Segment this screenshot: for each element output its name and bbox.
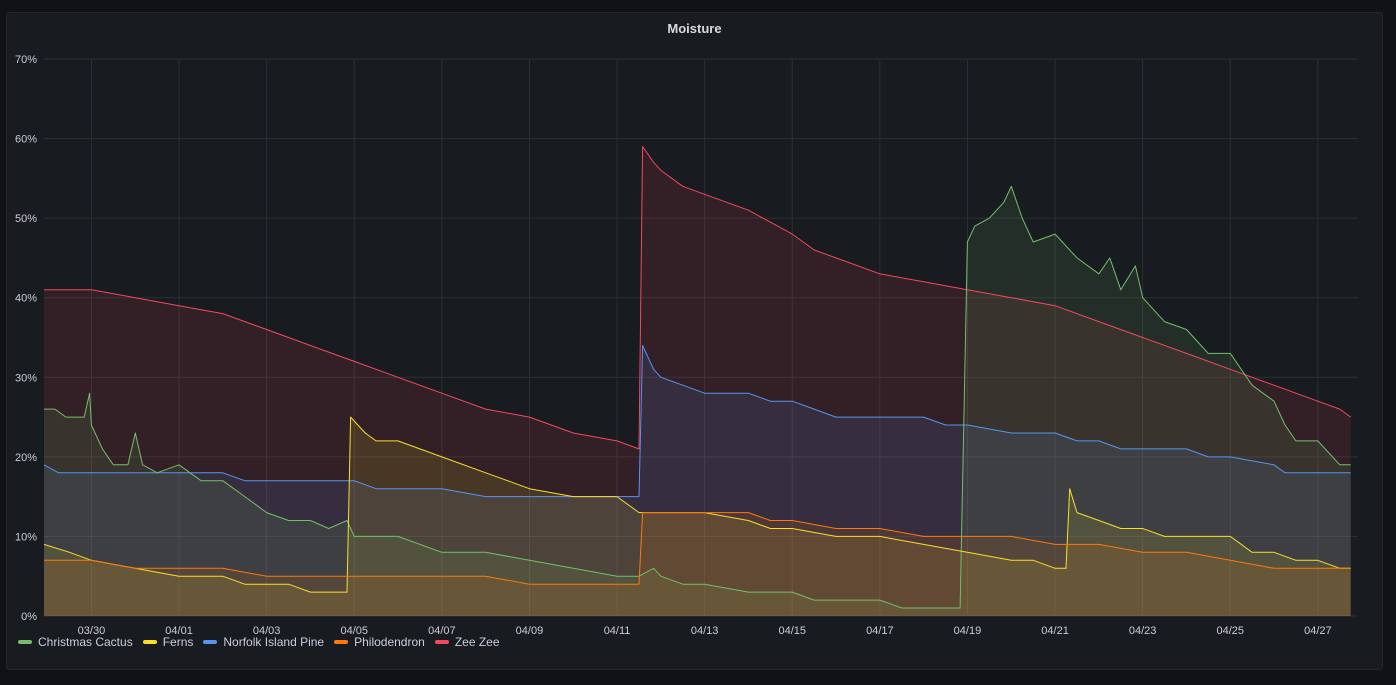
series-area-christmas-cactus	[44, 186, 1351, 617]
series-area-philodendron	[44, 512, 1351, 616]
legend-item-norfolk-island-pine[interactable]: Norfolk Island Pine	[203, 635, 324, 649]
series-area-norfolk-island-pine	[44, 345, 1351, 616]
legend-label: Christmas Cactus	[38, 635, 133, 649]
legend-swatch	[142, 640, 157, 644]
x-tick-label: 04/09	[516, 625, 544, 637]
y-tick-label: 10%	[15, 531, 37, 543]
legend-item-ferns[interactable]: Ferns	[142, 635, 194, 649]
y-tick-label: 70%	[15, 54, 37, 66]
legend-swatch	[18, 640, 32, 644]
x-tick-label: 04/21	[1041, 625, 1069, 637]
legend-label: Zee Zee	[454, 635, 500, 649]
x-axis: 03/30 04/01 04/03 04/05 04/07 04/09 04/11 04/13…	[78, 625, 1332, 637]
series-line-norfolk-island-pine	[43, 345, 1351, 498]
series-lines	[43, 146, 1351, 609]
series-line-ferns	[43, 416, 1351, 593]
y-axis: 0% 10% 20% 30% 40% 50% 60% 70%	[15, 54, 37, 623]
series-area-ferns	[44, 417, 1351, 616]
legend-label: Ferns	[162, 635, 194, 649]
y-tick-label: 0%	[21, 611, 37, 623]
chart-legend: Christmas Cactus Ferns Norfolk Island Pine…	[18, 634, 510, 650]
x-tick-label: 04/13	[691, 625, 719, 637]
y-tick-label: 20%	[15, 452, 37, 464]
legend-swatch	[434, 640, 449, 644]
legend-swatch	[203, 640, 218, 644]
legend-item-zee-zee[interactable]: Zee Zee	[434, 635, 500, 649]
y-tick-label: 60%	[15, 134, 37, 146]
legend-swatch	[334, 640, 349, 644]
panel-title: Moisture	[667, 21, 722, 36]
y-tick-label: 50%	[15, 213, 37, 225]
series-line-zee-zee	[44, 146, 1351, 450]
series-line-christmas-cactus	[44, 185, 1351, 609]
x-tick-label: 04/25	[1216, 625, 1244, 637]
x-tick-label: 04/17	[866, 625, 894, 637]
legend-item-christmas-cactus[interactable]: Christmas Cactus	[18, 635, 133, 649]
y-tick-label: 30%	[15, 372, 37, 384]
x-tick-label: 04/05	[340, 625, 368, 637]
series-areas	[44, 146, 1351, 617]
legend-label: Philodendron	[354, 635, 425, 649]
x-tick-label: 04/01	[165, 625, 193, 637]
series-area-zee-zee	[44, 146, 1351, 616]
x-tick-label: 04/03	[253, 625, 281, 637]
legend-item-philodendron[interactable]: Philodendron	[334, 635, 425, 649]
x-tick-label: 04/27	[1304, 625, 1332, 637]
legend-label: Norfolk Island Pine	[223, 635, 325, 649]
x-tick-label: 04/23	[1129, 625, 1157, 637]
x-tick-label: 03/30	[78, 625, 106, 637]
y-tick-label: 40%	[15, 293, 37, 305]
series-line-philodendron	[44, 512, 1351, 585]
x-tick-label: 04/11	[604, 625, 631, 637]
x-tick-label: 04/07	[428, 625, 456, 637]
x-tick-label: 04/19	[954, 625, 982, 637]
x-tick-label: 04/15	[778, 625, 806, 637]
chart-grid	[44, 58, 1358, 617]
